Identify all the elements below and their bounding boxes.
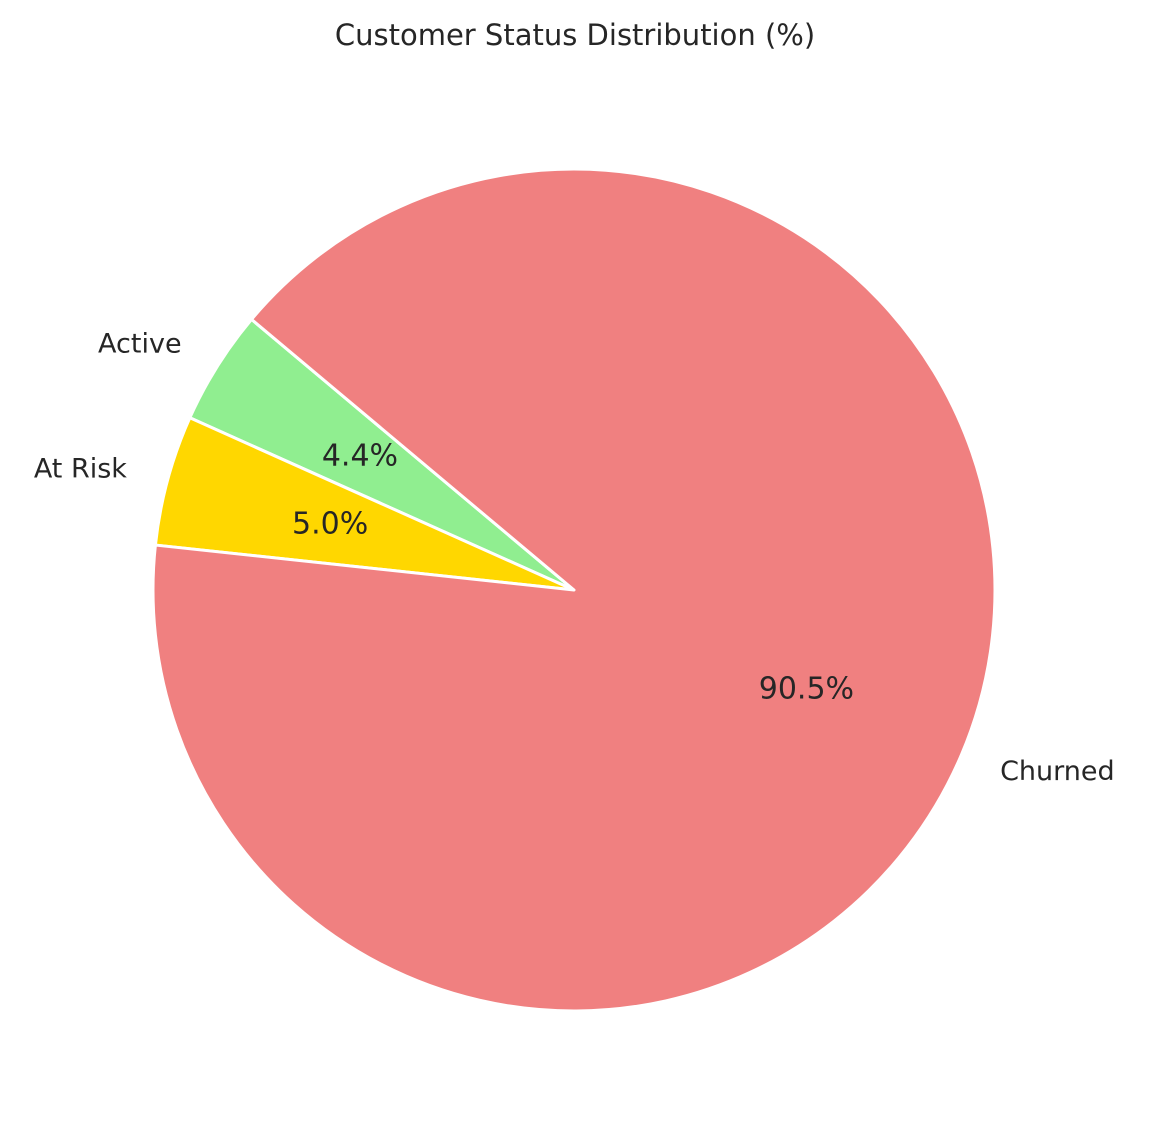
pie-slice-churned: [151, 167, 997, 1013]
slice-percent-at-risk: 5.0%: [292, 507, 368, 542]
slice-label-active: Active: [98, 329, 182, 360]
pie-slices: [151, 167, 997, 1013]
slice-percent-active: 4.4%: [322, 438, 398, 473]
slice-label-at-risk: At Risk: [34, 454, 127, 485]
slice-percent-churned: 90.5%: [759, 671, 854, 706]
pie-labels: Active 4.4% At Risk 5.0% Churned 90.5%: [34, 329, 1115, 787]
slice-label-churned: Churned: [1000, 756, 1115, 787]
chart-title: Customer Status Distribution (%): [335, 18, 815, 52]
